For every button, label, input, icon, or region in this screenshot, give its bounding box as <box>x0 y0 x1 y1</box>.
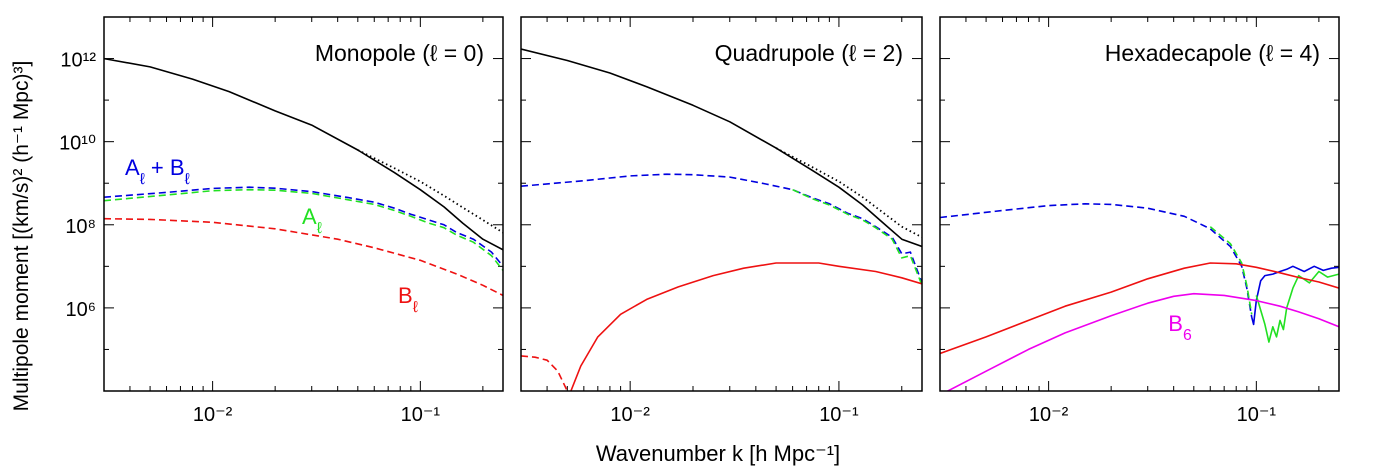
series-magenta-solid <box>946 292 1339 391</box>
series-group <box>940 203 1339 391</box>
plot-frame <box>520 16 923 392</box>
annotation-red: Bℓ <box>398 283 418 316</box>
y-axis-label: Multipole moment [(km/s)² (h⁻¹ Mpc)³] <box>10 61 33 412</box>
annotation-green: Aℓ <box>302 204 322 237</box>
y-tick-label: 10⁶ <box>66 299 96 321</box>
x-tick-label: 10⁻¹ <box>401 404 441 426</box>
series-group <box>521 48 922 391</box>
series-blue-dashed <box>940 203 1253 318</box>
annotation-blue: Aℓ + Bℓ <box>125 155 190 188</box>
series-group <box>104 57 503 297</box>
series-green-dashed <box>104 188 503 271</box>
x-axis-label: Wavenumber k [h Mpc⁻¹] <box>596 441 840 466</box>
panel-title: Hexadecapole (ℓ = 4) <box>1105 40 1320 66</box>
series-blue-solid <box>1250 265 1339 326</box>
series-blue-dashed <box>521 173 922 284</box>
x-tick-label: 10⁻¹ <box>1237 404 1277 426</box>
series-black-solid <box>521 48 922 248</box>
panel-2: Quadrupole (ℓ = 2) 10⁻² 10⁻¹ <box>520 16 923 426</box>
y-tick-label: 10¹² <box>60 50 96 72</box>
x-tick-label: 10⁻¹ <box>819 404 859 426</box>
y-tick-label: 10¹⁰ <box>59 133 96 155</box>
panel-title: Monopole (ℓ = 0) <box>315 40 484 66</box>
series-red-dashed <box>521 355 569 391</box>
plot-frame <box>939 16 1340 392</box>
plot-frame <box>103 16 504 392</box>
series-red-solid <box>570 262 922 391</box>
series-black-dotted <box>357 149 503 234</box>
panel-1: Monopole (ℓ = 0) 10⁻² 10⁻¹ 10¹² 10¹⁰ 10⁸ 10⁶ Aℓ… <box>59 16 504 426</box>
series-blue-dashed <box>104 186 503 267</box>
series-red-dashed <box>104 217 503 297</box>
x-tick-label: 10⁻² <box>610 404 650 426</box>
series-green-dashed <box>1209 226 1253 315</box>
series-black-dotted <box>775 147 922 239</box>
panel-3: Hexadecapole (ℓ = 4) 10⁻² 10⁻¹ B6 <box>939 16 1340 426</box>
annotation-magenta: B6 <box>1168 311 1192 344</box>
x-tick-label: 10⁻² <box>1029 404 1069 426</box>
series-green-solid <box>1255 270 1339 343</box>
series-red-solid <box>940 262 1339 355</box>
y-tick-label: 10⁸ <box>65 216 96 238</box>
x-tick-label: 10⁻² <box>193 404 233 426</box>
panel-title: Quadrupole (ℓ = 2) <box>715 40 903 66</box>
ticks <box>939 16 1339 392</box>
series-green-dashed <box>792 188 922 286</box>
